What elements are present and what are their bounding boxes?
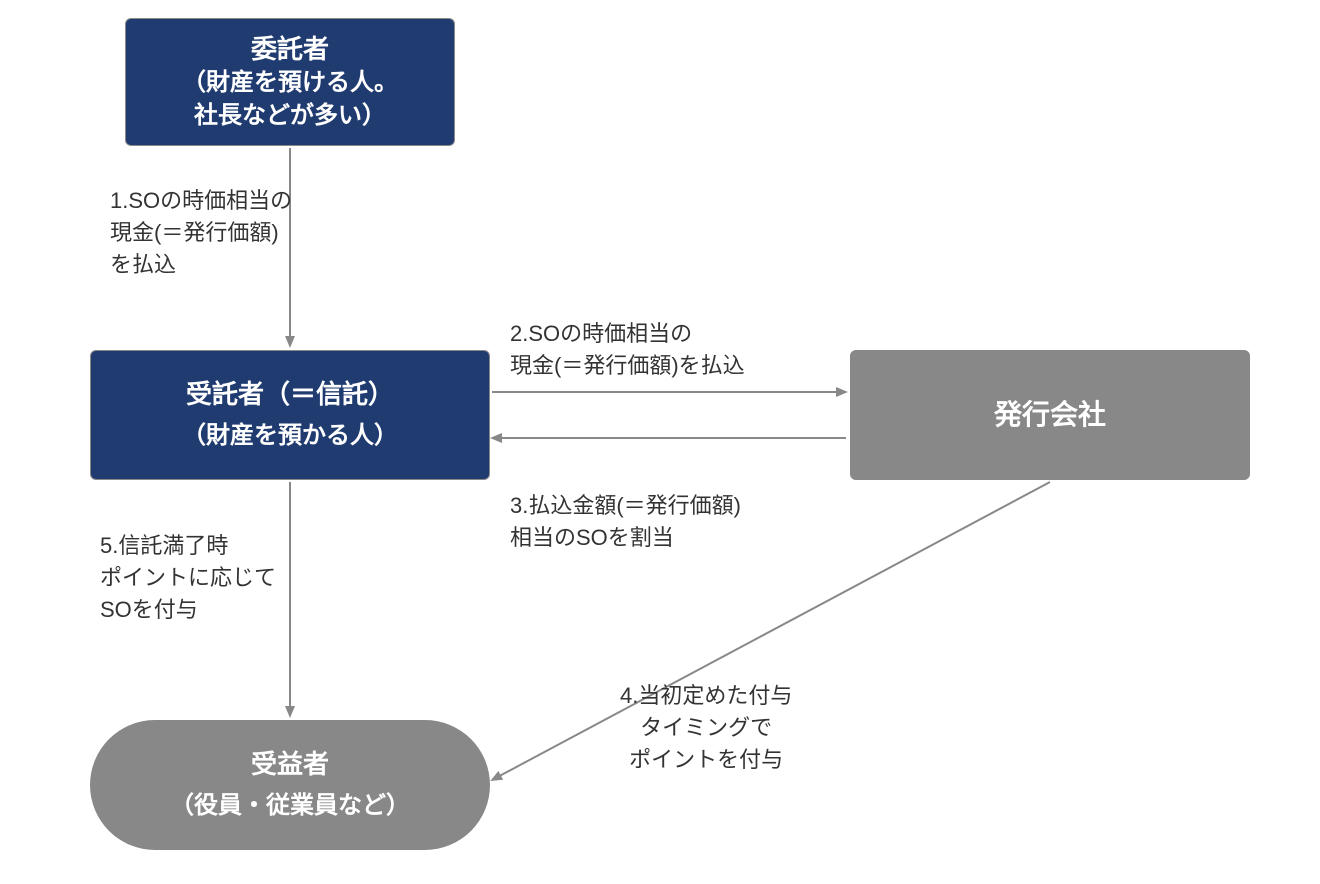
label-5-line2: ポイントに応じて (100, 562, 276, 594)
label-5-line3: SOを付与 (100, 594, 276, 626)
label-4-line3: ポイントを付与 (620, 744, 792, 776)
node-issuer-title: 発行会社 (994, 396, 1106, 434)
diagram-canvas: 委託者 （財産を預ける人。 社長などが多い） 受託者（＝信託） （財産を預かる人… (0, 0, 1320, 884)
node-trustee-sub1: （財産を預かる人） (182, 420, 398, 452)
node-trustee-title: 受託者（＝信託） (186, 377, 394, 412)
label-4-line1: 4.当初定めた付与 (620, 680, 792, 712)
label-3-line1: 3.払込金額(＝発行価額) (510, 490, 741, 522)
node-trustee: 受託者（＝信託） （財産を預かる人） (90, 350, 490, 480)
node-issuer: 発行会社 (850, 350, 1250, 480)
label-2-line1: 2.SOの時価相当の (510, 318, 745, 350)
node-beneficiary: 受益者 （役員・従業員など） (90, 720, 490, 850)
label-3: 3.払込金額(＝発行価額) 相当のSOを割当 (510, 490, 741, 554)
node-settlor-title: 委託者 (251, 32, 329, 67)
node-beneficiary-sub1: （役員・従業員など） (170, 790, 410, 822)
label-5: 5.信託満了時 ポイントに応じて SOを付与 (100, 530, 276, 626)
label-1: 1.SOの時価相当の 現金(＝発行価額) を払込 (110, 185, 292, 281)
node-beneficiary-title: 受益者 (251, 747, 329, 782)
label-3-line2: 相当のSOを割当 (510, 522, 741, 554)
label-4-line2: タイミングで (620, 712, 792, 744)
node-settlor: 委託者 （財産を預ける人。 社長などが多い） (125, 18, 455, 146)
label-5-line1: 5.信託満了時 (100, 530, 276, 562)
label-2-line2: 現金(＝発行価額)を払込 (510, 350, 745, 382)
label-1-line1: 1.SOの時価相当の (110, 185, 292, 217)
label-1-line2: 現金(＝発行価額) (110, 217, 292, 249)
node-settlor-sub2: 社長などが多い） (194, 100, 386, 132)
label-4: 4.当初定めた付与 タイミングで ポイントを付与 (620, 680, 792, 776)
node-settlor-sub1: （財産を預ける人。 (182, 67, 398, 99)
label-1-line3: を払込 (110, 249, 292, 281)
label-2: 2.SOの時価相当の 現金(＝発行価額)を払込 (510, 318, 745, 382)
